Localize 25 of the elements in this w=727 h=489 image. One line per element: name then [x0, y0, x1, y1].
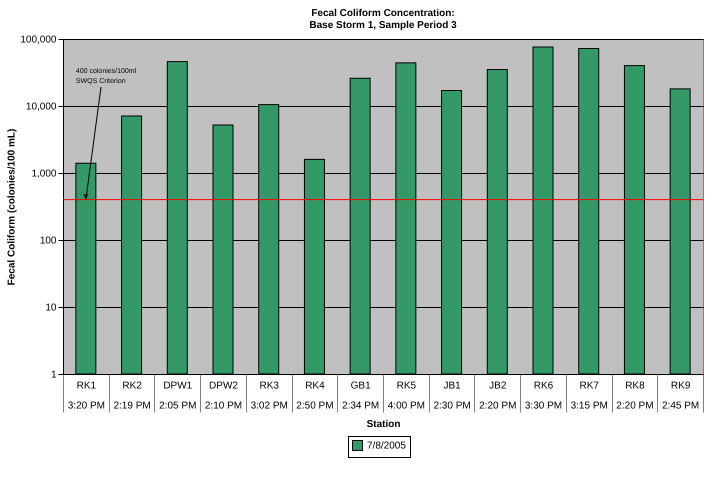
x-tick-label: RK2 2:19 PM: [113, 380, 151, 412]
x-tick-label: RK4 2:50 PM: [296, 380, 334, 412]
x-tick-label: RK8 2:20 PM: [616, 380, 654, 412]
text: Base Storm 1, Sample Period 3: [309, 20, 457, 31]
x-tick-label: DPW2 2:10 PM: [204, 380, 242, 412]
x-tick-label: GB1 2:34 PM: [342, 380, 380, 412]
x-tick-label: DPW1 2:05 PM: [159, 380, 196, 412]
y-tick-label: 1,000: [31, 168, 57, 180]
text: Fecal Coliform Concentration:: [311, 8, 455, 19]
y-tick-label: 1: [50, 370, 57, 380]
y-tick-label: 100: [40, 236, 57, 246]
x-tick-label: JB1 2:30 PM: [433, 380, 471, 412]
y-tick-label: 100,000: [20, 34, 57, 46]
x-tick-label: RK6 3:30 PM: [524, 380, 562, 412]
x-tick-label: RK9 2:45 PM: [662, 380, 700, 412]
y-axis-title: Fecal Coliform (colonies/100 mL): [6, 128, 18, 286]
x-tick-label: RK3 3:02 PM: [250, 380, 288, 412]
legend-label: 7/8/2005: [367, 440, 406, 452]
x-tick-label: RK7 3:15 PM: [570, 380, 608, 412]
y-tick-label: 10,000: [26, 102, 57, 112]
y-tick-label: 10: [45, 302, 57, 314]
x-tick-label: RK1 3:20 PM: [68, 380, 105, 412]
x-tick-label: RK5 4:00 PM: [388, 380, 425, 412]
x-tick-label: JB2 2:20 PM: [479, 380, 516, 412]
x-axis-title: Station: [366, 419, 400, 430]
